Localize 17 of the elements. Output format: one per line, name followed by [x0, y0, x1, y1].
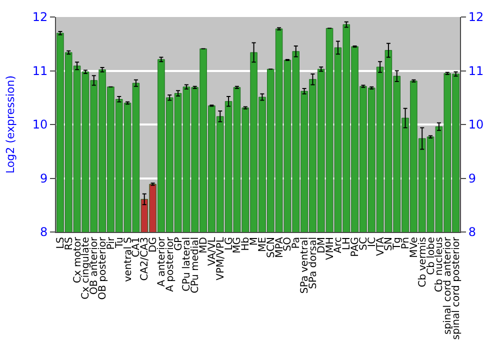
y-axis-title: Log2 (expression) [4, 75, 17, 174]
y-tick-label: 9 [40, 171, 48, 186]
y-tick-label: 12 [32, 10, 48, 24]
x-tick-label: MVe [408, 237, 420, 258]
y2-tick-label: 10 [468, 118, 484, 132]
y2-tick-label: 8 [468, 225, 476, 240]
y2-tick-label: 9 [468, 171, 476, 186]
y-tick-label: 10 [32, 118, 48, 132]
y-tick-label: 11 [32, 64, 48, 78]
x-tick-label: OB posterior [98, 236, 109, 300]
y-tick-label: 8 [40, 225, 48, 240]
x-tick-label: Tg [392, 237, 404, 250]
y2-tick-label: 12 [468, 10, 484, 24]
x-tick-label: spinal cord posterior [451, 236, 462, 340]
x-tick-label: RS [64, 237, 75, 250]
x-tick-label: A posterior [164, 236, 176, 292]
y2-tick-label: 11 [468, 64, 484, 78]
